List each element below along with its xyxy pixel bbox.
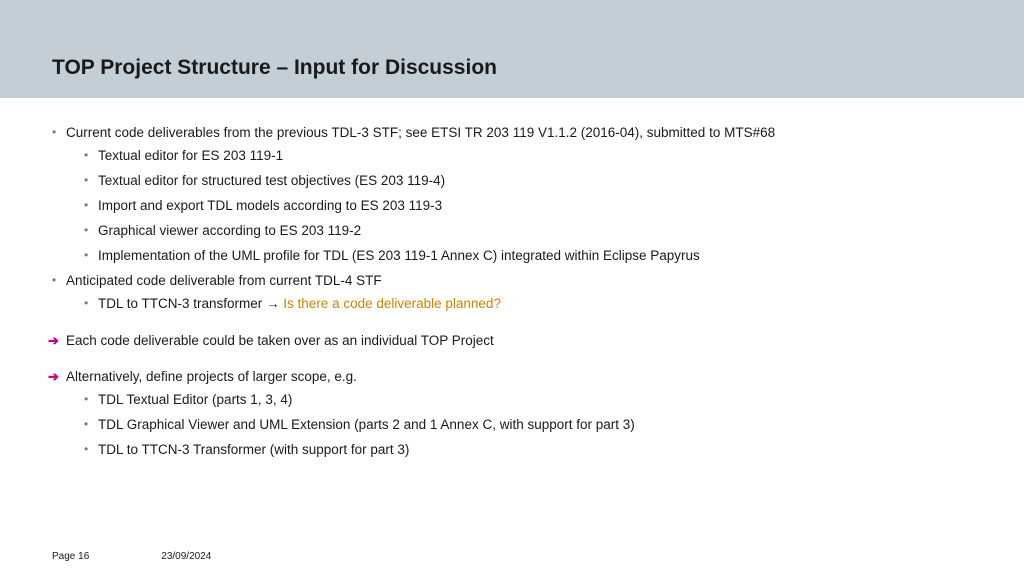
item-text-prefix: TDL to TTCN-3 transformer xyxy=(98,296,266,311)
item-text: Current code deliverables from the previ… xyxy=(66,125,775,140)
arrow-point: Each code deliverable could be taken ove… xyxy=(52,330,972,353)
slide-content: Current code deliverables from the previ… xyxy=(0,98,1024,462)
list-item: Textual editor for ES 203 119-1 xyxy=(84,145,972,168)
list-item: Implementation of the UML profile for TD… xyxy=(84,245,972,268)
sub-list: TDL to TTCN-3 transformer → Is there a c… xyxy=(84,293,972,316)
slide-footer: Page 16 23/09/2024 xyxy=(52,551,211,562)
list-item: Textual editor for structured test objec… xyxy=(84,170,972,193)
slide-title: TOP Project Structure – Input for Discus… xyxy=(52,56,497,80)
item-text: Anticipated code deliverable from curren… xyxy=(66,273,382,288)
header-band: TOP Project Structure – Input for Discus… xyxy=(0,0,1024,98)
item-text: Implementation of the UML profile for TD… xyxy=(98,248,700,263)
sub-list: TDL Textual Editor (parts 1, 3, 4) TDL G… xyxy=(84,389,972,462)
item-text: Textual editor for structured test objec… xyxy=(98,173,445,188)
arrow-text: Each code deliverable could be taken ove… xyxy=(66,333,494,348)
highlight-text: Is there a code deliverable planned? xyxy=(280,296,501,311)
page-number: Page 16 xyxy=(52,551,89,562)
item-text: Textual editor for ES 203 119-1 xyxy=(98,148,283,163)
list-item: TDL to TTCN-3 Transformer (with support … xyxy=(84,439,972,462)
footer-date: 23/09/2024 xyxy=(161,551,211,562)
arrow-point: Alternatively, define projects of larger… xyxy=(52,366,972,462)
bullet-list: Current code deliverables from the previ… xyxy=(52,122,972,316)
list-item: TDL Graphical Viewer and UML Extension (… xyxy=(84,414,972,437)
item-text: Import and export TDL models according t… xyxy=(98,198,442,213)
list-item: Import and export TDL models according t… xyxy=(84,195,972,218)
arrow-text: Alternatively, define projects of larger… xyxy=(66,369,357,384)
list-item: Anticipated code deliverable from curren… xyxy=(52,270,972,316)
sub-list: Textual editor for ES 203 119-1 Textual … xyxy=(84,145,972,268)
list-item: Graphical viewer according to ES 203 119… xyxy=(84,220,972,243)
item-text: Graphical viewer according to ES 203 119… xyxy=(98,223,361,238)
list-item: TDL Textual Editor (parts 1, 3, 4) xyxy=(84,389,972,412)
list-item: Current code deliverables from the previ… xyxy=(52,122,972,268)
list-item: TDL to TTCN-3 transformer → Is there a c… xyxy=(84,293,972,316)
item-text: TDL Graphical Viewer and UML Extension (… xyxy=(98,417,635,432)
item-text: TDL to TTCN-3 Transformer (with support … xyxy=(98,442,409,457)
slide: TOP Project Structure – Input for Discus… xyxy=(0,0,1024,576)
item-text: TDL Textual Editor (parts 1, 3, 4) xyxy=(98,392,292,407)
arrow-icon: → xyxy=(266,296,280,311)
